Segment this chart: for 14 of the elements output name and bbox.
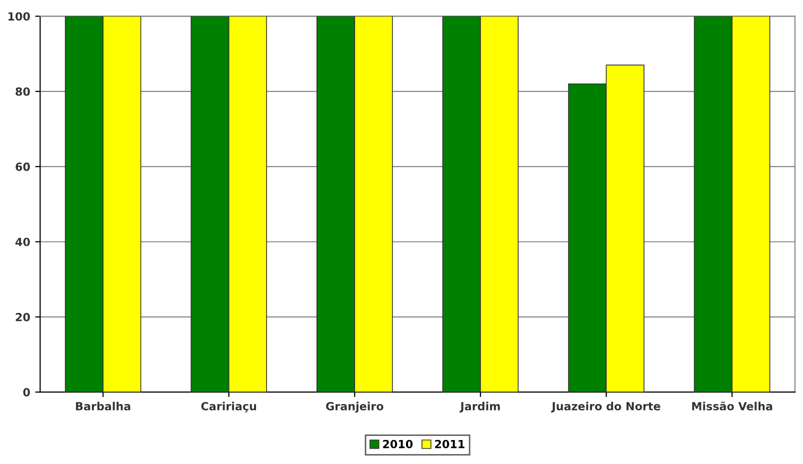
y-tick-label: 100 [8, 12, 30, 21]
x-tick-label: Barbalha [76, 402, 130, 410]
x-tick-label: Missão Velha [692, 402, 772, 410]
legend-label: 2010 [383, 440, 413, 448]
y-tick-label: 40 [15, 238, 30, 246]
x-tick-label: Caririaçu [201, 402, 256, 412]
y-tick-label: 60 [16, 162, 30, 171]
y-tick-label: 20 [16, 312, 30, 322]
y-tick-label: 80 [16, 87, 30, 96]
legend-label: 2011 [435, 440, 464, 448]
x-tick-label: Granjeiro [326, 402, 384, 413]
y-tick-label: 0 [23, 388, 30, 396]
x-tick-label: Juazeiro do Norte [551, 402, 660, 412]
x-tick-label: Jardim [460, 402, 500, 412]
